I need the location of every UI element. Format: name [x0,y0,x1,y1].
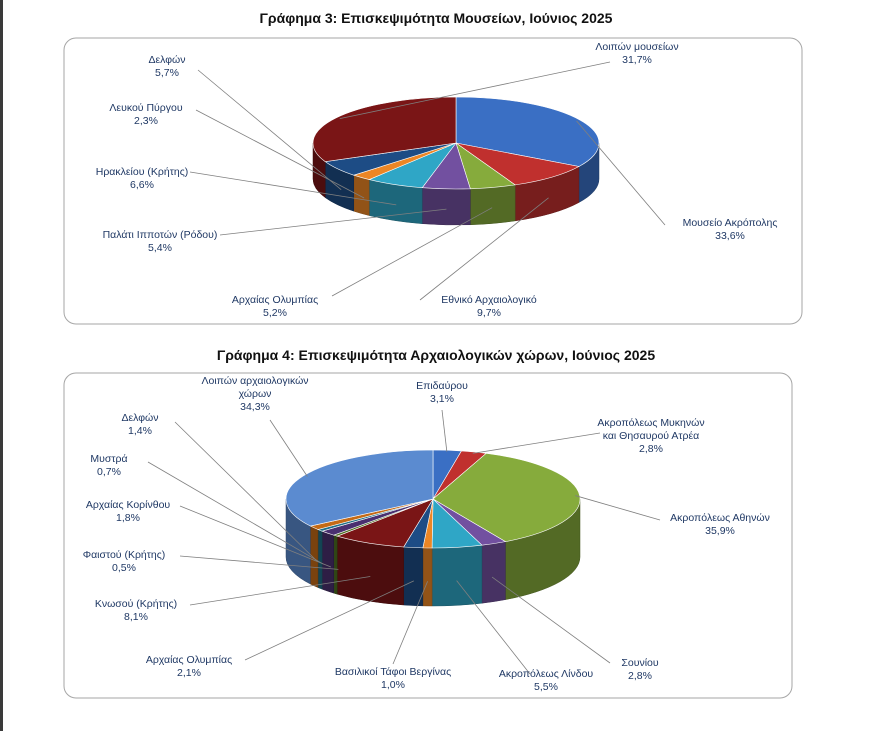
chart4-value-5: 1,0% [381,679,405,691]
chart4-leader-9 [179,505,332,568]
chart4-value-10: 0,7% [97,466,121,478]
chart4-value-0: 3,1% [430,393,454,405]
chart3-leader-5 [195,109,365,199]
chart4-label-8: Φαιστού (Κρήτης) [83,549,166,561]
chart3-label-0: Μουσείο Ακρόπολης [683,217,778,229]
chart3-value-2: 5,2% [263,307,287,319]
chart3-label-3: Παλάτι Ιπποτών (Ρόδου) [103,229,218,241]
chart4-value-1: 2,8% [639,443,663,455]
chart4-label-3: Σουνίου [621,657,658,669]
chart3-slice-1 [455,142,580,186]
chart3-label-7: Λοιπών μουσείων [595,41,678,53]
chart4-leader-5 [392,581,428,665]
chart3-value-4: 6,6% [130,179,154,191]
chart3-leader-7 [339,61,611,120]
chart3-slice-side-3 [421,187,471,226]
chart3-slice-7 [312,96,457,162]
chart4-leader-11 [174,421,318,563]
chart4-title: Γράφημα 4: Επισκεψιμότητα Αρχαιολογικών … [216,347,656,363]
chart3-value-1: 9,7% [477,307,501,319]
chart3-leader-4 [189,171,397,206]
chart4-value-12: 34,3% [240,401,270,413]
chart3-label-4: Ηρακλείου (Κρήτης) [96,166,189,178]
chart4-label-7: Κνωσού (Κρήτης) [95,598,177,610]
chart4-leader-7 [189,576,371,606]
chart3-leader-2 [331,207,493,297]
chart4-label-4: Ακροπόλεως Λίνδου [499,668,594,680]
chart4-leader-4 [456,580,531,675]
chart4-slice-side-5 [422,547,433,607]
chart3-value-6: 5,7% [155,67,179,79]
chart4-slice-2 [432,453,581,542]
chart3-leader-1 [419,197,549,301]
chart4-value-9: 1,8% [116,512,140,524]
chart3-leader-0 [576,120,666,226]
chart4-value-2: 35,9% [705,525,735,537]
chart4-label-5: Βασιλικοί Τάφοι Βεργίνας [335,666,451,678]
chart3-label-1: Εθνικό Αρχαιολογικό [441,294,537,306]
chart3-slice-0 [455,96,600,167]
chart4-label-6: Αρχαίας Ολυμπίας [146,654,232,666]
chart4-label-10: Μυστρά [90,453,127,465]
chart4-value-3: 2,8% [628,670,652,682]
chart4-label-9: Αρχαίας Κορίνθου [86,499,171,511]
chart3-leader-6 [197,69,342,190]
chart4-label-12: χώρων [239,388,272,400]
chart4-leader-6 [244,580,414,661]
chart4-value-11: 1,4% [128,425,152,437]
chart4-value-6: 2,1% [177,667,201,679]
chart4-label-0: Επιδαύρου [416,380,468,392]
chart3-title: Γράφημα 3: Επισκεψιμότητα Μουσείων, Ιούν… [259,10,613,26]
chart3-slice-side-2 [470,184,516,226]
chart4-leader-0 [441,409,448,452]
chart4-leader-8 [179,555,339,570]
chart4-label-1: Ακροπόλεως Μυκηνών [597,417,704,429]
chart4-value-4: 5,5% [534,681,558,693]
chart3-label-2: Αρχαίας Ολυμπίας [232,294,318,306]
chart3-value-5: 2,3% [134,115,158,127]
chart4-slice-12 [285,449,434,527]
chart4-leader-3 [491,576,611,664]
chart4-label-11: Δελφών [121,412,158,424]
chart3-value-3: 5,4% [148,242,172,254]
chart3-label-6: Δελφών [148,54,185,66]
chart4-slice-side-3 [481,541,506,604]
chart4-label-2: Ακροπόλεως Αθηνών [670,512,770,524]
chart3-slice-side-5 [353,174,370,216]
chart3-value-7: 31,7% [622,54,652,66]
chart4-leader-10 [147,461,324,565]
chart3-leader-3 [219,208,447,236]
chart4-leader-12 [269,419,308,477]
chart4-slice-side-10 [317,529,323,590]
chart4-value-8: 0,5% [112,562,136,574]
chart4-leader-2 [575,495,661,521]
chart4-value-7: 8,1% [124,611,148,623]
chart4-slice-side-4 [431,544,483,607]
chart3-value-0: 33,6% [715,230,745,242]
chart4-slice-side-6 [403,546,424,607]
chart4-leader-1 [472,432,601,454]
chart4-slice-side-11 [310,525,319,588]
chart4-label-1: και Θησαυρού Ατρέα [603,430,700,442]
chart3-label-5: Λευκού Πύργου [109,102,182,114]
chart4-label-12: Λοιπών αρχαιολογικών [201,375,308,387]
chart4-slice-side-8 [333,534,338,595]
page-edge [0,0,3,731]
